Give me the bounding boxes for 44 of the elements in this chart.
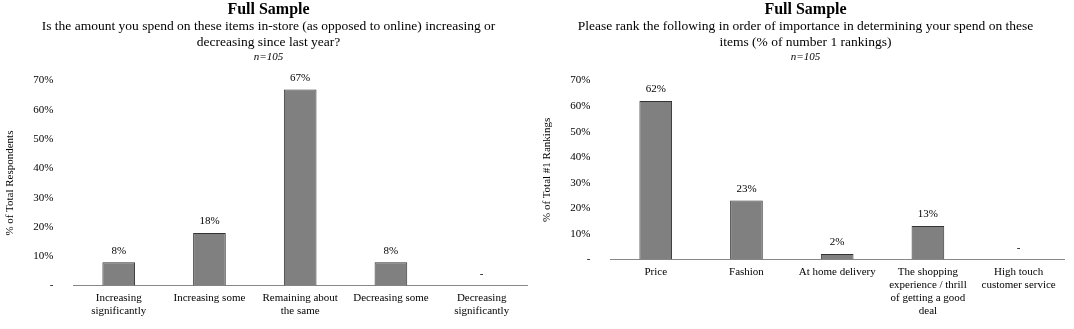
y-tick-label: 40% bbox=[33, 161, 54, 174]
data-label: - bbox=[479, 266, 484, 279]
text: n=105 bbox=[789, 50, 822, 62]
y-tick-label: 20% bbox=[570, 201, 591, 214]
y-tick-label: 70% bbox=[33, 73, 54, 86]
y-axis-title: % of Total Respondents bbox=[3, 130, 16, 236]
y-tick-label: 50% bbox=[570, 124, 591, 137]
y-tick-label: 30% bbox=[570, 175, 591, 188]
x-tick-label: Remaining about the same bbox=[262, 291, 338, 317]
x-tick-label: Increasing some bbox=[173, 291, 246, 304]
text: n=105 bbox=[252, 50, 285, 62]
x-tick-label: The shopping experience / thrill of getting a good deal bbox=[889, 264, 967, 317]
y-tick-label: 60% bbox=[33, 102, 54, 115]
chart-title: Full Sample bbox=[763, 0, 848, 18]
y-tick-label: 50% bbox=[33, 132, 54, 145]
y-tick-label: - bbox=[586, 252, 591, 265]
y-tick-label: 40% bbox=[570, 150, 591, 163]
x-tick-label: Decreasing some bbox=[353, 291, 429, 304]
y-tick-label: 20% bbox=[33, 219, 54, 232]
y-tick-label: 70% bbox=[570, 73, 591, 86]
x-tick-label: Fashion bbox=[729, 264, 765, 277]
data-label: 8% bbox=[111, 243, 127, 256]
y-tick-label: 60% bbox=[570, 99, 591, 111]
data-label: - bbox=[1016, 240, 1021, 253]
y-axis-title: % of Total #1 Rankings bbox=[540, 117, 553, 222]
data-label: 62% bbox=[645, 82, 666, 95]
y-tick-label: 10% bbox=[570, 226, 591, 239]
y-tick-label: 10% bbox=[33, 249, 54, 262]
data-label: 18% bbox=[199, 214, 220, 227]
x-tick-label: At home delivery bbox=[798, 264, 877, 277]
data-label: 8% bbox=[383, 243, 399, 256]
x-tick-label: High touch customer service bbox=[981, 264, 1056, 290]
chart-subtitle: Is the amount you spend on these items in-store (as opposed to online) increasing or decreasing since last year? bbox=[40, 18, 497, 50]
chart-subtitle: Please rank the following in order of importance in determining your spend on these items (% of number 1 rankings) bbox=[576, 18, 1035, 50]
x-tick-label: Price bbox=[644, 264, 668, 277]
x-tick-label: Increasing significantly bbox=[91, 291, 147, 317]
data-label: 13% bbox=[917, 207, 938, 220]
x-tick-label: Decreasing significantly bbox=[454, 291, 510, 317]
data-label: 23% bbox=[736, 181, 757, 194]
chart-title: Full Sample bbox=[226, 0, 311, 18]
data-label: 67% bbox=[290, 70, 311, 83]
data-label: 2% bbox=[829, 235, 845, 248]
y-tick-label: - bbox=[49, 278, 54, 291]
y-tick-label: 30% bbox=[33, 190, 54, 203]
